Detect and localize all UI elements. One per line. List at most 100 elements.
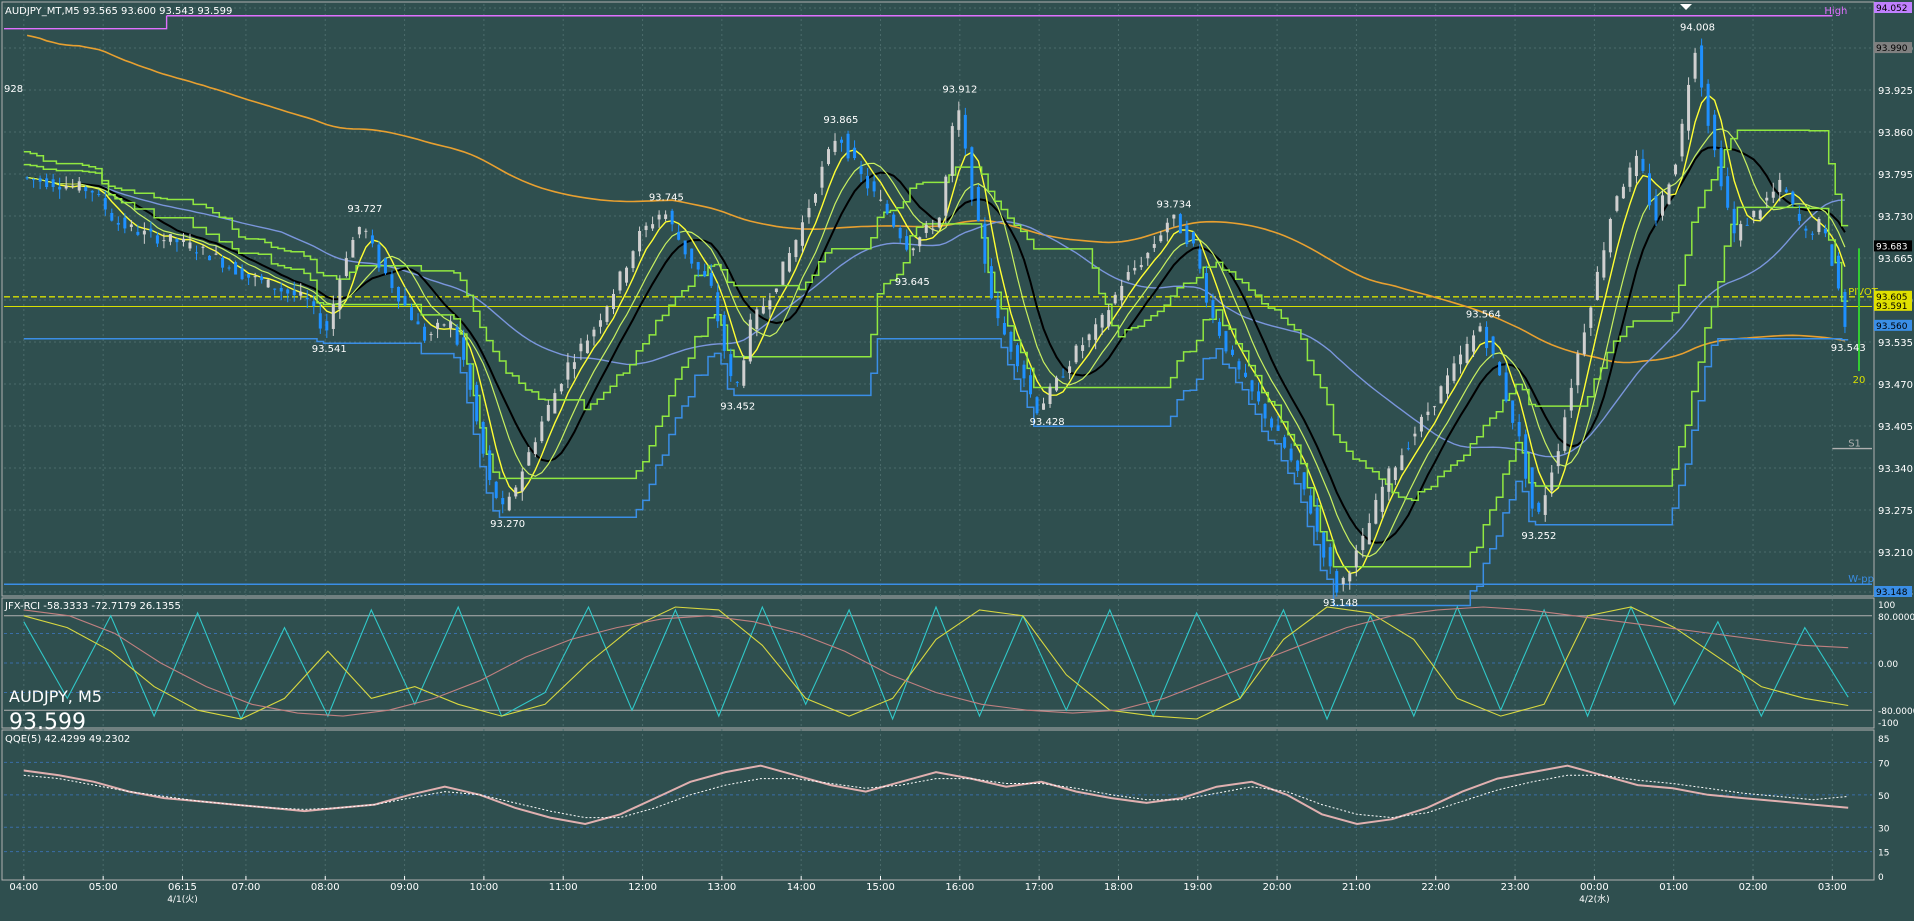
candle-body	[748, 319, 752, 362]
candle-body	[1413, 433, 1417, 437]
candle-body	[1055, 377, 1059, 391]
candle-body	[273, 288, 277, 290]
candle-body	[989, 266, 993, 299]
time-tick-label: 01:00	[1659, 882, 1688, 893]
candle-body	[396, 286, 400, 302]
candle-body	[1178, 214, 1182, 234]
time-tick-label: 13:00	[707, 882, 736, 893]
qqe-tick-label: 30	[1878, 824, 1890, 834]
price-tick-label: 93.860	[1878, 128, 1913, 139]
candle-body	[1472, 335, 1476, 352]
candle-body	[116, 222, 120, 225]
candle-body	[416, 321, 420, 325]
time-tick-label: 19:00	[1183, 882, 1212, 893]
rci-series-line	[23, 605, 1849, 721]
candle-body	[1765, 197, 1769, 201]
candle-body	[827, 149, 831, 165]
candle-body	[1511, 400, 1515, 423]
candle-body	[866, 175, 870, 189]
price-tag-label: 93.148	[1876, 588, 1908, 598]
time-tick-label: 12:00	[628, 882, 657, 893]
candle-body	[1661, 195, 1665, 216]
qqe-tick-label: 85	[1878, 735, 1889, 745]
candle-body	[1680, 123, 1684, 157]
candle-body	[364, 230, 368, 232]
time-tick-label: 17:00	[1025, 882, 1054, 893]
candle-body	[1380, 486, 1384, 512]
candle-body	[572, 362, 576, 369]
candle-body	[507, 496, 511, 511]
candle-body	[71, 185, 75, 187]
candle-body	[103, 198, 107, 210]
candle-body	[1400, 455, 1404, 471]
candle-body	[1647, 173, 1651, 206]
qqe-pane-frame	[1, 729, 1875, 881]
time-tick-label: 20:00	[1263, 882, 1292, 893]
candle-body	[983, 223, 987, 264]
candle-body	[885, 203, 889, 214]
candle-body	[1244, 372, 1248, 377]
level-label: W-pp	[1848, 574, 1874, 585]
candle-body	[51, 179, 55, 187]
candle-body	[592, 329, 596, 337]
candle-body	[1595, 271, 1599, 300]
candle-body	[527, 452, 531, 466]
candle-body	[1439, 386, 1443, 404]
candle-body	[1713, 114, 1717, 151]
candle-body	[1120, 285, 1124, 301]
candle-body	[299, 291, 303, 296]
candle-body	[1537, 502, 1541, 512]
candle-body	[644, 225, 648, 231]
candle-body	[1719, 147, 1723, 187]
price-tag-label: 93.560	[1876, 322, 1908, 332]
candle-body	[1198, 249, 1202, 269]
price-overlay: 93.599	[9, 710, 86, 735]
candle-body	[1667, 184, 1671, 205]
price-tick-label: 93.730	[1878, 212, 1913, 223]
candle-body	[807, 207, 811, 218]
candle-body	[1296, 460, 1300, 471]
candle-body	[45, 178, 49, 187]
candle-body	[735, 381, 739, 383]
chart-header: AUDJPY_MT,M5 93.565 93.600 93.543 93.599	[5, 6, 232, 17]
extreme-price-label: 93.564	[1466, 309, 1501, 320]
shift-marker-icon[interactable]	[1680, 4, 1692, 10]
candle-body	[1191, 232, 1195, 244]
candlesticks	[25, 38, 1847, 597]
price-tag-label: 94.052	[1876, 4, 1908, 14]
candle-body	[292, 290, 296, 296]
candle-body	[1250, 380, 1254, 392]
candle-body	[1335, 571, 1339, 593]
candle-body	[1217, 321, 1221, 336]
candle-body	[1289, 448, 1293, 461]
candle-body	[1543, 495, 1547, 515]
candle-body	[253, 276, 257, 278]
candle-body	[221, 257, 225, 268]
candle-body	[201, 246, 205, 248]
candle-body	[963, 114, 967, 149]
candle-body	[944, 176, 948, 216]
rci-series-line	[23, 606, 1849, 717]
time-tick-label: 06:15	[168, 882, 197, 893]
candle-body	[787, 253, 791, 272]
candle-body	[514, 487, 518, 497]
candle-body	[703, 271, 707, 277]
candle-body	[683, 240, 687, 255]
candle-body	[800, 222, 804, 246]
candle-body	[918, 237, 922, 247]
candle-body	[813, 193, 817, 203]
candle-body	[1087, 334, 1091, 341]
price-tick-label: 93.925	[1878, 86, 1913, 97]
candle-body	[110, 212, 114, 221]
extreme-price-label: 93.541	[312, 344, 347, 355]
time-tick-label: 00:00	[1580, 882, 1609, 893]
candle-body	[1582, 332, 1586, 355]
candle-body	[761, 305, 765, 314]
time-tick-label: 18:00	[1104, 882, 1133, 893]
candle-body	[1602, 250, 1606, 278]
candle-body	[1491, 336, 1495, 354]
rci-indicator: 100 80.0000 0.00 -80.0000 -100	[4, 601, 1914, 729]
candle-body	[1374, 499, 1378, 524]
candle-body	[1270, 418, 1274, 428]
